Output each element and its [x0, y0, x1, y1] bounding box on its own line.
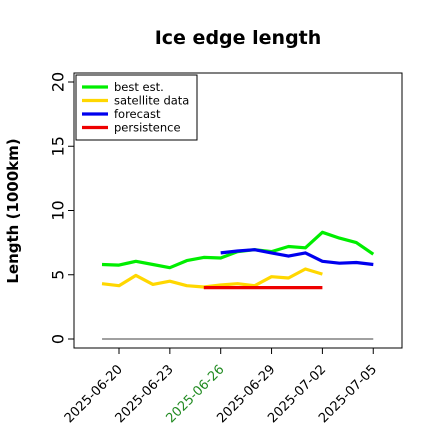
y-tick-label: 10: [49, 200, 68, 220]
y-axis-label: Length (1000km): [4, 138, 22, 283]
y-tick-label: 15: [49, 136, 68, 156]
y-tick-label: 0: [49, 334, 68, 344]
y-tick-label: 5: [49, 270, 68, 280]
series-line-forecast: [220, 248, 374, 267]
legend-label: persistence: [114, 121, 181, 135]
y-tick-label: 20: [49, 72, 68, 92]
series-line-satellite-data: [101, 267, 323, 289]
legend-label: forecast: [114, 107, 161, 121]
legend-label: best est.: [114, 80, 164, 94]
legend-label: satellite data: [114, 94, 189, 108]
chart-title: Ice edge length: [155, 27, 322, 49]
